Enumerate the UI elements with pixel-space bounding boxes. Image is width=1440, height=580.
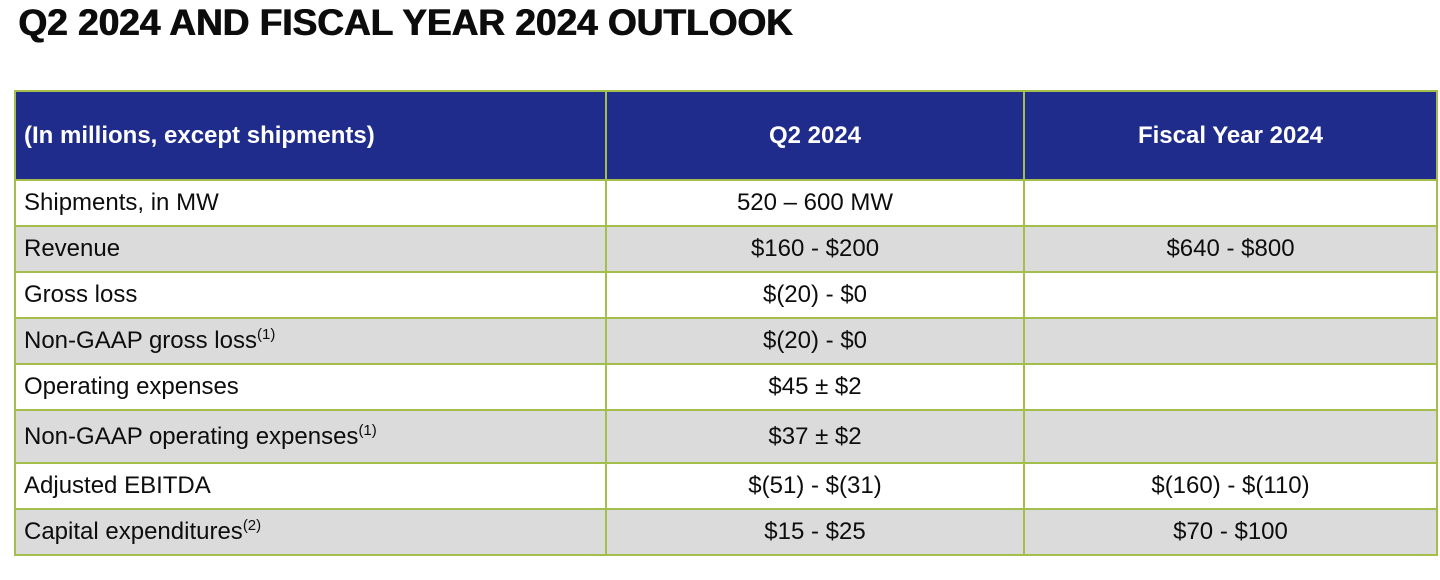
column-header-fiscal-year-2024: Fiscal Year 2024 xyxy=(1023,90,1438,181)
table-body: Shipments, in MW 520 – 600 MW Revenue $1… xyxy=(14,179,1438,556)
column-header-q2-2024: Q2 2024 xyxy=(605,90,1025,181)
row-label: Revenue xyxy=(14,225,607,273)
q2-value: $(20) - $0 xyxy=(605,317,1025,365)
row-label: Operating expenses xyxy=(14,363,607,411)
fy-value xyxy=(1023,409,1438,464)
row-label: Shipments, in MW xyxy=(14,179,607,227)
fy-value xyxy=(1023,317,1438,365)
q2-value: $37 ± $2 xyxy=(605,409,1025,464)
footnote-marker: (2) xyxy=(242,517,262,534)
table-row-non-gaap-gross-loss: Non-GAAP gross loss(1) $(20) - $0 xyxy=(14,317,1438,365)
table-header: (In millions, except shipments) Q2 2024 … xyxy=(14,90,1438,181)
table-row-gross-loss: Gross loss $(20) - $0 xyxy=(14,271,1438,319)
table-row-revenue: Revenue $160 - $200 $640 - $800 xyxy=(14,225,1438,273)
table-row-adjusted-ebitda: Adjusted EBITDA $(51) - $(31) $(160) - $… xyxy=(14,462,1438,510)
fy-value xyxy=(1023,271,1438,319)
row-label: Non-GAAP operating expenses(1) xyxy=(14,409,607,464)
q2-value: 520 – 600 MW xyxy=(605,179,1025,227)
page-title: Q2 2024 AND FISCAL YEAR 2024 OUTLOOK xyxy=(18,2,793,43)
fy-value: $(160) - $(110) xyxy=(1023,462,1438,510)
table-row-capital-expenditures: Capital expenditures(2) $15 - $25 $70 - … xyxy=(14,508,1438,556)
q2-value: $(51) - $(31) xyxy=(605,462,1025,510)
footnote-marker: (1) xyxy=(358,421,377,439)
header-row: (In millions, except shipments) Q2 2024 … xyxy=(14,90,1438,181)
q2-value: $45 ± $2 xyxy=(605,363,1025,411)
fy-value xyxy=(1023,179,1438,227)
q2-value: $(20) - $0 xyxy=(605,271,1025,319)
footnote-marker: (1) xyxy=(256,326,276,343)
table-row-shipments: Shipments, in MW 520 – 600 MW xyxy=(14,179,1438,227)
column-header-metric: (In millions, except shipments) xyxy=(14,90,607,181)
table-row-non-gaap-operating-expenses: Non-GAAP operating expenses(1) $37 ± $2 xyxy=(14,409,1438,464)
fy-value xyxy=(1023,363,1438,411)
q2-value: $160 - $200 xyxy=(605,225,1025,273)
q2-value: $15 - $25 xyxy=(605,508,1025,556)
row-label: Adjusted EBITDA xyxy=(14,462,607,510)
fy-value: $70 - $100 xyxy=(1023,508,1438,556)
outlook-table: (In millions, except shipments) Q2 2024 … xyxy=(14,90,1438,556)
row-label: Non-GAAP gross loss(1) xyxy=(14,317,607,365)
row-label: Gross loss xyxy=(14,271,607,319)
fy-value: $640 - $800 xyxy=(1023,225,1438,273)
row-label: Capital expenditures(2) xyxy=(14,508,607,556)
table-row-operating-expenses: Operating expenses $45 ± $2 xyxy=(14,363,1438,411)
